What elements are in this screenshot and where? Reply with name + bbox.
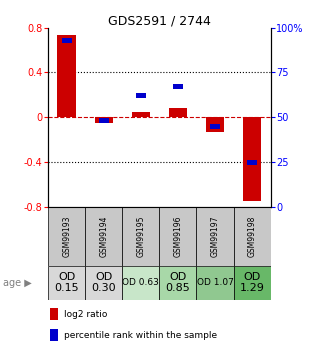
Bar bbox=[50, 329, 58, 342]
Text: OD
0.15: OD 0.15 bbox=[54, 273, 79, 293]
Text: log2 ratio: log2 ratio bbox=[64, 309, 107, 318]
Bar bbox=[132, 112, 150, 117]
Bar bbox=[234, 207, 271, 266]
Bar bbox=[210, 124, 220, 129]
Bar bbox=[136, 93, 146, 98]
Bar bbox=[48, 266, 85, 300]
Bar bbox=[62, 38, 72, 43]
Bar bbox=[85, 207, 122, 266]
Bar bbox=[122, 266, 159, 300]
Bar bbox=[159, 207, 197, 266]
Bar bbox=[50, 308, 58, 320]
Bar bbox=[197, 266, 234, 300]
Bar bbox=[99, 118, 109, 124]
Bar bbox=[243, 117, 261, 201]
Title: GDS2591 / 2744: GDS2591 / 2744 bbox=[108, 14, 211, 28]
Bar bbox=[234, 266, 271, 300]
Text: OD
0.85: OD 0.85 bbox=[165, 273, 190, 293]
Bar bbox=[122, 207, 159, 266]
Bar bbox=[159, 266, 197, 300]
Bar bbox=[95, 117, 113, 123]
Text: percentile rank within the sample: percentile rank within the sample bbox=[64, 331, 217, 339]
Bar bbox=[173, 84, 183, 89]
Bar bbox=[169, 108, 187, 117]
Bar bbox=[206, 117, 224, 132]
Text: OD 0.63: OD 0.63 bbox=[123, 278, 159, 287]
Bar bbox=[85, 266, 122, 300]
Bar bbox=[247, 160, 257, 165]
Bar bbox=[197, 207, 234, 266]
Text: OD 1.07: OD 1.07 bbox=[197, 278, 234, 287]
Text: GSM99193: GSM99193 bbox=[62, 216, 71, 257]
Bar bbox=[58, 36, 76, 117]
Text: GSM99197: GSM99197 bbox=[211, 216, 220, 257]
Bar bbox=[48, 207, 85, 266]
Text: GSM99198: GSM99198 bbox=[248, 216, 257, 257]
Text: GSM99196: GSM99196 bbox=[174, 216, 183, 257]
Text: GSM99194: GSM99194 bbox=[99, 216, 108, 257]
Text: OD
0.30: OD 0.30 bbox=[91, 273, 116, 293]
Text: age ▶: age ▶ bbox=[3, 278, 32, 288]
Text: OD
1.29: OD 1.29 bbox=[239, 273, 264, 293]
Text: GSM99195: GSM99195 bbox=[136, 216, 145, 257]
